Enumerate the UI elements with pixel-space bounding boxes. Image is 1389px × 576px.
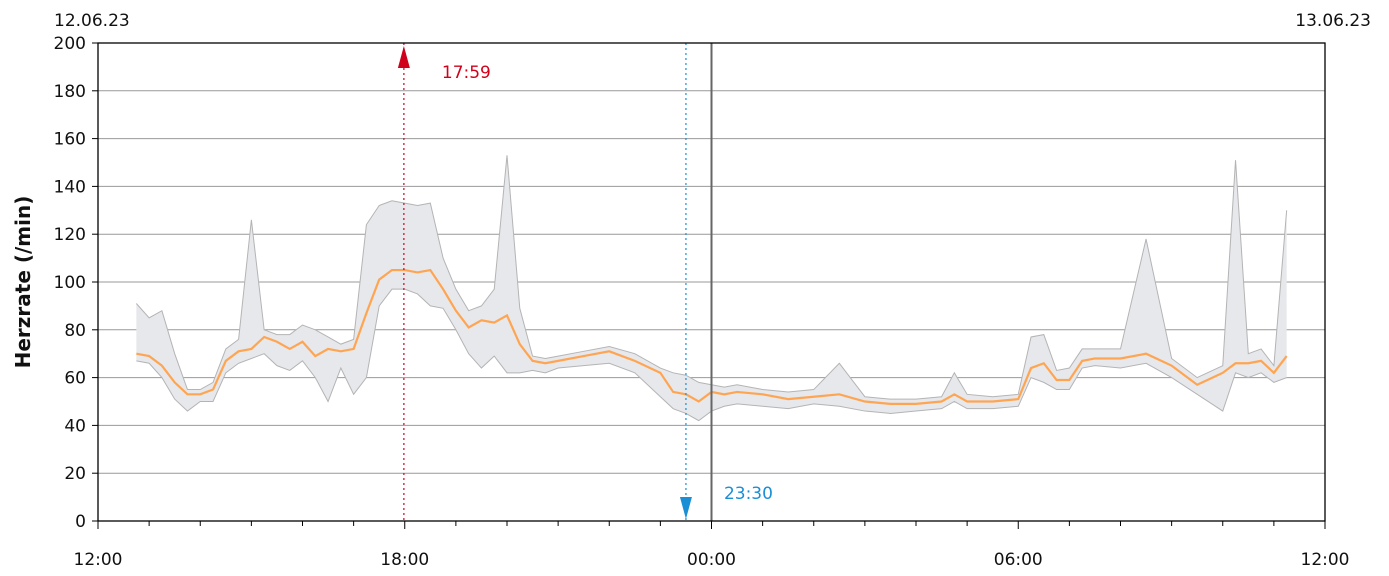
range-edge xyxy=(136,288,1287,422)
date-right: 13.06.23 xyxy=(1295,11,1371,31)
y-tick-label: 120 xyxy=(54,225,86,245)
marker-label: 23:30 xyxy=(724,484,773,504)
y-tick-label: 200 xyxy=(54,34,86,54)
y-axis-label: Herzrate (/min) xyxy=(11,196,35,369)
y-tick-label: 80 xyxy=(64,321,86,341)
x-tick-label: 06:00 xyxy=(994,550,1043,570)
range-band xyxy=(136,155,1287,421)
x-tick-label: 12:00 xyxy=(1301,550,1350,570)
marker-arrow xyxy=(679,497,692,519)
plot-frame xyxy=(97,42,1326,522)
y-tick-label: 0 xyxy=(75,512,86,532)
y-tick-label: 180 xyxy=(54,82,86,102)
y-tick-label: 40 xyxy=(64,416,86,436)
date-left: 12.06.23 xyxy=(54,11,130,31)
marker-label: 17:59 xyxy=(442,63,491,83)
x-tick-label: 12:00 xyxy=(74,550,123,570)
y-tick-label: 140 xyxy=(54,177,86,197)
x-tick-label: 00:00 xyxy=(687,550,736,570)
range-edge xyxy=(135,155,1288,400)
y-tick-label: 20 xyxy=(64,464,86,484)
mean-line xyxy=(136,268,1288,405)
x-tick-label: 18:00 xyxy=(380,550,429,570)
y-tick-label: 60 xyxy=(64,369,86,389)
y-tick-label: 100 xyxy=(54,273,86,293)
marker-arrow xyxy=(397,46,410,68)
y-tick-label: 160 xyxy=(54,130,86,150)
